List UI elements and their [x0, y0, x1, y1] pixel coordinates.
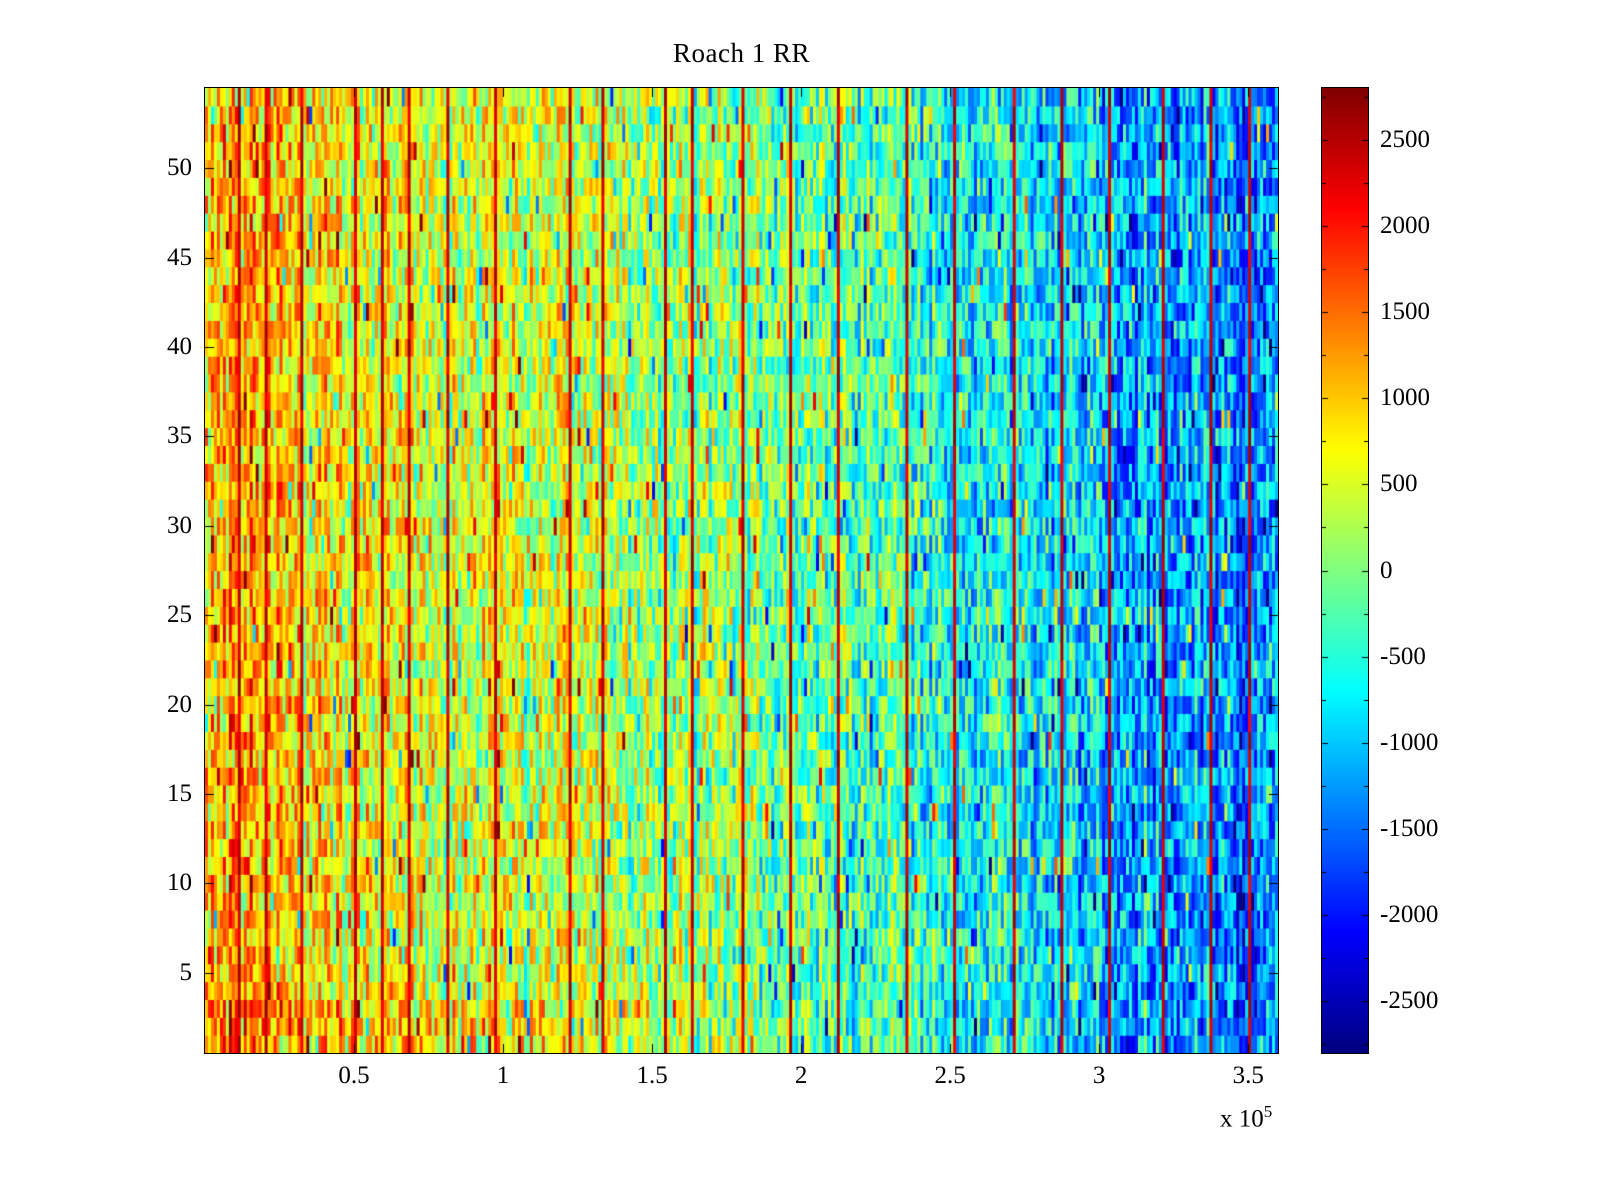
colorbar-tick-label: 2500	[1380, 125, 1430, 153]
colorbar-tick-label: 1500	[1380, 298, 1430, 326]
colorbar-tick-label: 0	[1380, 556, 1393, 584]
plot-title: Roach 1 RR	[673, 38, 810, 68]
y-tick-label: 30	[167, 511, 192, 539]
x-axis-scale-prefix: x 10	[1220, 1105, 1264, 1133]
x-tick-label: 1.5	[636, 1062, 668, 1089]
y-tick-label: 10	[167, 869, 192, 897]
y-tick-label: 50	[167, 154, 192, 182]
x-tick-label: 0.5	[338, 1062, 370, 1089]
y-tick-label: 35	[167, 422, 192, 450]
y-tick-label: 5	[179, 958, 193, 986]
colorbar-tick-label: 2000	[1380, 211, 1430, 239]
colorbar-canvas	[1322, 88, 1368, 1053]
colorbar-tick-label: -2500	[1380, 987, 1439, 1015]
colorbar-tick-label: -1500	[1380, 814, 1439, 842]
x-axis-scale-label: x 105	[1220, 1102, 1272, 1133]
x-axis-scale-exponent: 5	[1263, 1102, 1273, 1121]
x-tick-label: 3	[1092, 1062, 1106, 1089]
y-tick-label: 20	[167, 690, 192, 718]
y-tick-label: 15	[167, 779, 192, 807]
x-tick-label: 2	[794, 1062, 808, 1089]
colorbar-tick-label: 1000	[1380, 384, 1430, 412]
x-tick-label: 1	[496, 1062, 510, 1089]
x-tick-label: 3.5	[1232, 1062, 1264, 1089]
y-tick-label: 40	[167, 333, 192, 361]
heatmap-canvas	[205, 88, 1278, 1053]
colorbar-tick-label: -500	[1380, 642, 1426, 670]
colorbar-tick-label: -2000	[1380, 901, 1439, 929]
colorbar-tick-label: -1000	[1380, 728, 1439, 756]
colorbar-tick-label: 500	[1380, 470, 1418, 498]
y-tick-label: 45	[167, 243, 192, 271]
y-tick-label: 25	[167, 601, 192, 629]
x-tick-label: 2.5	[934, 1062, 966, 1089]
